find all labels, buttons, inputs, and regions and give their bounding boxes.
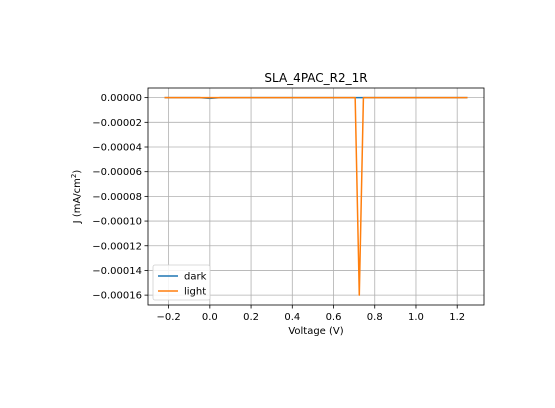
legend-label-light: light bbox=[184, 287, 206, 298]
y-tick-label: −0.00004 bbox=[92, 143, 142, 154]
y-tick-label: −0.00008 bbox=[92, 192, 142, 203]
y-axis-label-end: ) bbox=[72, 170, 83, 174]
legend: dark light bbox=[152, 264, 211, 301]
x-tick-label: 0.0 bbox=[202, 312, 218, 323]
y-tick-label: −0.00002 bbox=[92, 118, 142, 129]
y-tick-label: −0.00010 bbox=[92, 217, 142, 228]
y-tick-label: −0.00006 bbox=[92, 167, 142, 178]
y-axis-label-superscript: 2 bbox=[70, 174, 78, 178]
x-tick-label: −0.2 bbox=[156, 312, 180, 323]
y-tick-label: −0.00016 bbox=[92, 291, 142, 302]
y-axis-ticks: 0.00000 −0.00002 −0.00004 −0.00006 −0.00008 −… bbox=[92, 93, 148, 302]
x-tick-label: 1.2 bbox=[449, 312, 465, 323]
x-tick-label: 0.2 bbox=[243, 312, 259, 323]
x-tick-label: 0.6 bbox=[326, 312, 342, 323]
x-tick-label: 1.0 bbox=[408, 312, 424, 323]
series-layer bbox=[164, 96, 468, 296]
chart-title: SLA_4PAC_R2_1R bbox=[264, 71, 367, 85]
x-tick-label: 0.8 bbox=[367, 312, 383, 323]
series-line-light bbox=[164, 96, 468, 296]
legend-label-dark: dark bbox=[184, 272, 207, 283]
x-axis-label: Voltage (V) bbox=[288, 326, 343, 337]
y-tick-label: −0.00012 bbox=[92, 241, 142, 252]
y-tick-label: −0.00014 bbox=[92, 266, 142, 277]
y-axis-label-main: J (mA/cm bbox=[72, 178, 83, 224]
y-axis-label: J (mA/cm2) bbox=[70, 170, 83, 225]
x-axis-ticks: −0.2 0.0 0.2 0.4 0.6 0.8 1.0 1.2 bbox=[156, 305, 465, 323]
y-tick-label: 0.00000 bbox=[101, 93, 142, 104]
grid-lines bbox=[148, 88, 484, 305]
x-tick-label: 0.4 bbox=[284, 312, 300, 323]
